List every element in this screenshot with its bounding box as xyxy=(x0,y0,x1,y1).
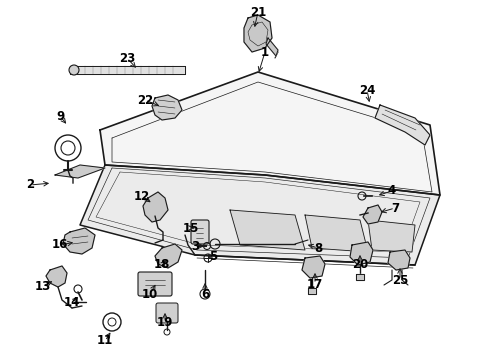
Text: 2: 2 xyxy=(26,179,34,192)
Polygon shape xyxy=(266,38,278,56)
Text: 25: 25 xyxy=(392,274,408,287)
Polygon shape xyxy=(230,210,305,250)
Text: 3: 3 xyxy=(191,239,199,252)
Polygon shape xyxy=(63,228,95,254)
Text: 14: 14 xyxy=(64,297,80,310)
Text: 8: 8 xyxy=(314,242,322,255)
Polygon shape xyxy=(70,66,185,74)
Text: 9: 9 xyxy=(56,109,64,122)
Polygon shape xyxy=(152,95,182,120)
FancyBboxPatch shape xyxy=(138,272,172,296)
Text: 19: 19 xyxy=(157,315,173,328)
Text: 15: 15 xyxy=(183,221,199,234)
Polygon shape xyxy=(308,288,316,294)
Text: 20: 20 xyxy=(352,258,368,271)
Circle shape xyxy=(69,65,79,75)
Polygon shape xyxy=(368,220,415,252)
Text: 7: 7 xyxy=(391,202,399,215)
Polygon shape xyxy=(302,256,325,278)
Text: 1: 1 xyxy=(261,45,269,58)
FancyBboxPatch shape xyxy=(156,303,178,323)
FancyBboxPatch shape xyxy=(191,220,209,244)
Polygon shape xyxy=(80,165,440,265)
Polygon shape xyxy=(356,274,364,280)
Text: 10: 10 xyxy=(142,288,158,301)
Polygon shape xyxy=(155,244,182,268)
Text: 17: 17 xyxy=(307,278,323,291)
Polygon shape xyxy=(100,72,440,195)
Text: 11: 11 xyxy=(97,334,113,347)
Text: 23: 23 xyxy=(119,51,135,64)
Polygon shape xyxy=(55,165,105,178)
Text: 12: 12 xyxy=(134,189,150,202)
Polygon shape xyxy=(363,205,382,224)
Polygon shape xyxy=(143,192,168,222)
Polygon shape xyxy=(46,266,67,287)
Text: 24: 24 xyxy=(359,84,375,96)
Text: 16: 16 xyxy=(52,238,68,252)
Text: 6: 6 xyxy=(201,288,209,301)
Text: 5: 5 xyxy=(209,251,217,264)
Polygon shape xyxy=(350,242,373,265)
Text: 18: 18 xyxy=(154,258,170,271)
Polygon shape xyxy=(388,250,410,270)
Text: 13: 13 xyxy=(35,279,51,292)
Polygon shape xyxy=(305,215,368,252)
Polygon shape xyxy=(244,15,272,52)
Text: 22: 22 xyxy=(137,94,153,107)
Polygon shape xyxy=(375,105,430,145)
Text: 4: 4 xyxy=(388,184,396,198)
Text: 21: 21 xyxy=(250,5,266,18)
